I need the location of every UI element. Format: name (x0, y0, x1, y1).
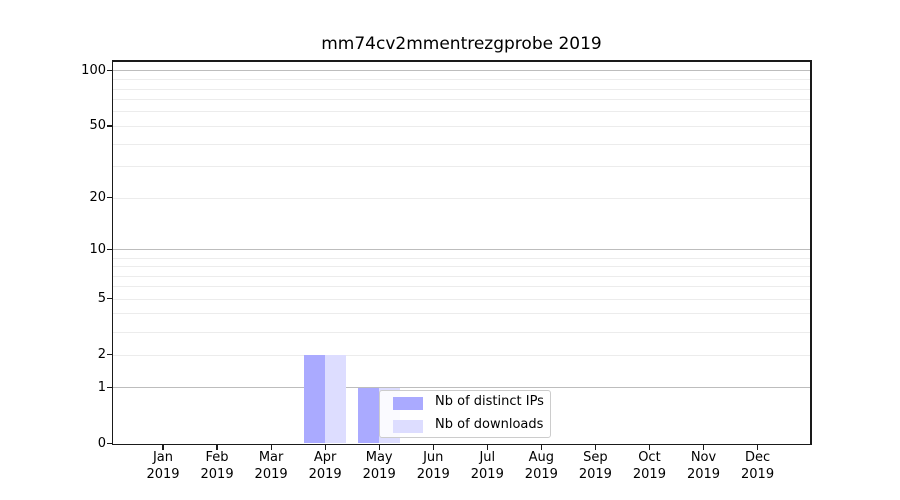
y-tick-label: 2 (97, 346, 106, 362)
x-tick-label: Jan 2019 (146, 450, 180, 482)
x-tick-label: Mar 2019 (254, 450, 288, 482)
x-tick-label: Sep 2019 (578, 450, 612, 482)
y-gridline-minor (113, 298, 810, 300)
x-tick-label: Oct 2019 (632, 450, 666, 482)
y-gridline-minor (113, 331, 810, 333)
y-gridline-minor (113, 111, 810, 113)
x-tick-mark (486, 445, 488, 450)
bar-distinct-ips (304, 354, 326, 444)
legend-swatch (393, 397, 423, 410)
y-tick-label: 1 (97, 379, 106, 395)
x-tick-label: Nov 2019 (686, 450, 721, 482)
legend-entry: Nb of distinct IPs (380, 392, 550, 414)
y-tick-label: 10 (89, 241, 106, 257)
y-gridline-minor (113, 266, 810, 267)
x-tick-label: Feb 2019 (200, 450, 234, 482)
y-gridline-major (113, 70, 810, 72)
x-tick-mark (270, 445, 272, 450)
y-tick-label: 0 (97, 435, 106, 451)
legend-label: Nb of distinct IPs (435, 394, 544, 409)
y-gridline-minor (113, 275, 810, 277)
y-gridline-minor (113, 286, 810, 288)
bar-downloads (325, 354, 347, 444)
legend-label: Nb of downloads (435, 417, 544, 432)
x-tick-mark (594, 445, 597, 450)
y-gridline-minor (113, 197, 810, 199)
y-tick-mark (106, 125, 112, 127)
y-tick-mark (106, 298, 112, 300)
x-tick-mark (216, 445, 218, 450)
x-tick-label: Dec 2019 (741, 450, 775, 482)
y-tick-label: 5 (97, 290, 106, 306)
axis-spine-top (112, 60, 812, 62)
y-tick-label: 50 (89, 117, 106, 133)
y-tick-mark (106, 354, 112, 356)
y-gridline-minor (113, 79, 810, 81)
chart-title: mm74cv2mmentrezgprobe 2019 (321, 34, 602, 54)
y-gridline-major (113, 249, 810, 251)
y-gridline-minor (113, 125, 810, 127)
y-gridline-minor (113, 166, 810, 168)
x-tick-label: Jul 2019 (470, 450, 504, 482)
y-gridline-minor (113, 143, 810, 145)
y-gridline-minor (113, 354, 810, 356)
y-gridline-minor (113, 88, 810, 90)
x-tick-mark (378, 445, 380, 450)
y-tick-mark (106, 70, 112, 72)
x-tick-mark (540, 445, 543, 450)
y-gridline-minor (113, 257, 810, 259)
y-tick-label: 20 (89, 189, 106, 205)
y-tick-mark (106, 442, 112, 445)
x-tick-mark (162, 445, 164, 450)
axis-spine-right (810, 60, 812, 445)
y-tick-mark (106, 249, 112, 251)
x-tick-mark (702, 445, 705, 450)
x-tick-label: May 2019 (362, 450, 396, 482)
legend-entry: Nb of downloads (380, 415, 550, 437)
y-gridline-minor (113, 313, 810, 315)
x-tick-mark (432, 445, 434, 450)
y-tick-label: 100 (81, 62, 106, 78)
legend: Nb of distinct IPs Nb of downloads (379, 390, 551, 438)
axis-spine-bottom (112, 443, 812, 445)
y-tick-mark (106, 386, 112, 389)
y-gridline-major (113, 387, 810, 389)
x-tick-mark (648, 445, 651, 450)
x-tick-label: Jun 2019 (416, 450, 450, 482)
x-tick-label: Apr 2019 (308, 450, 342, 482)
x-tick-mark (324, 445, 326, 450)
x-tick-label: Aug 2019 (524, 450, 558, 482)
legend-swatch (393, 420, 423, 433)
y-tick-mark (106, 196, 112, 199)
bar-distinct-ips (358, 387, 380, 444)
y-gridline-minor (113, 99, 810, 101)
axis-spine-left (111, 60, 113, 445)
x-tick-mark (756, 445, 759, 450)
